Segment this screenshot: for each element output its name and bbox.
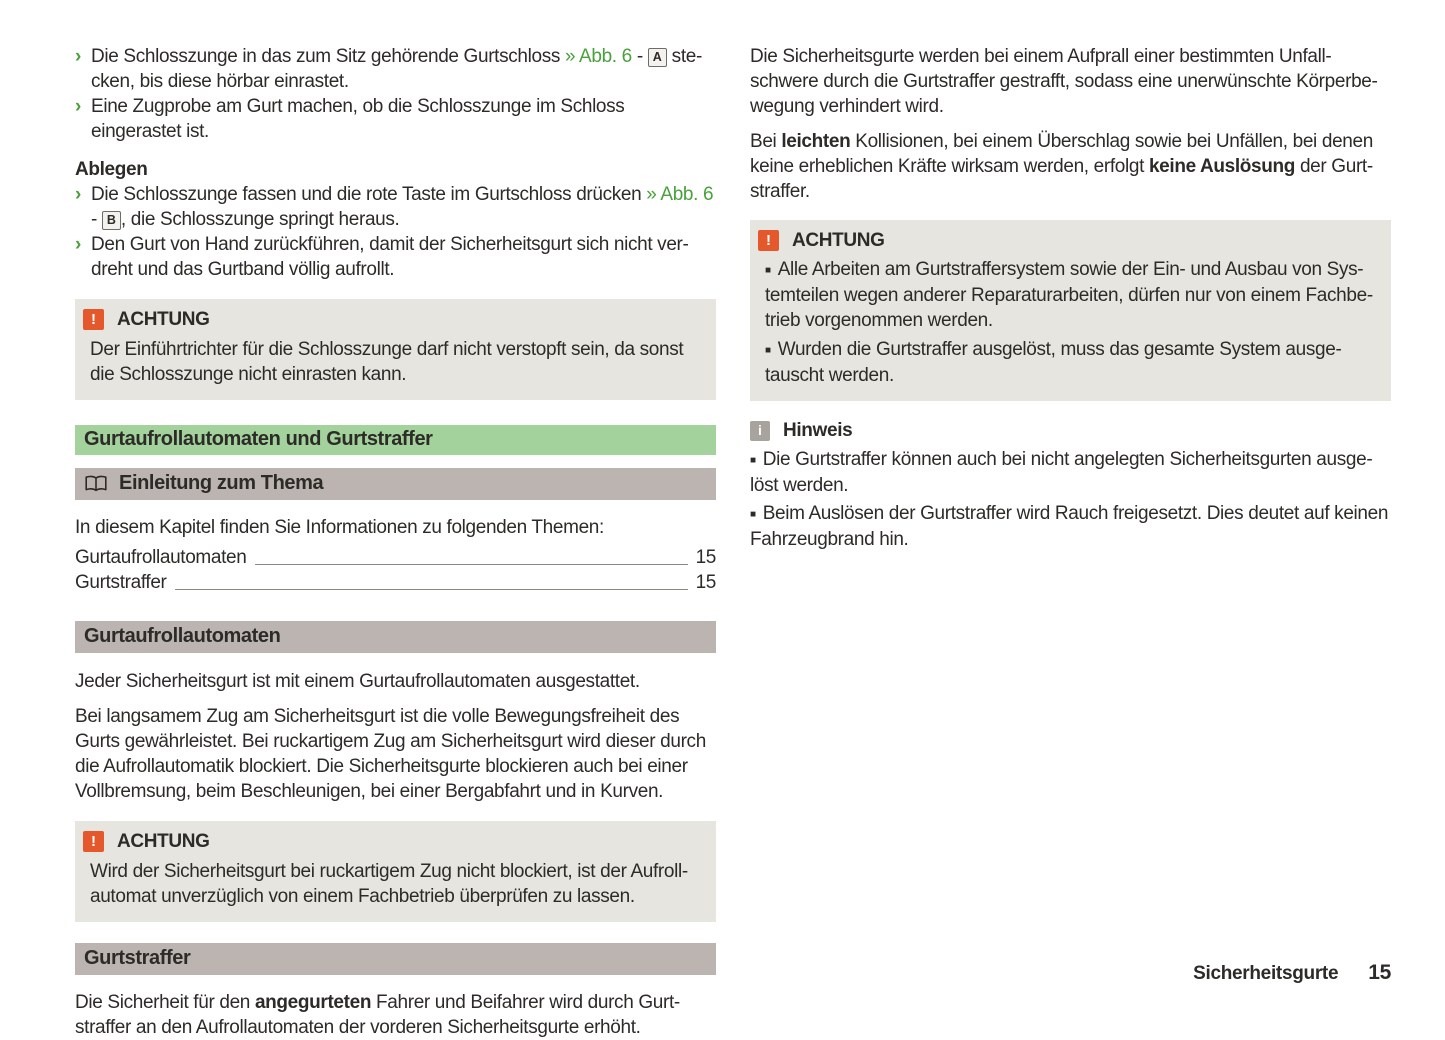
bullet-item: Die Schlosszunge fassen und die rote Tas… [75,182,716,232]
section-header-bar: Gurtaufrollautomaten und Gurtstraffer [75,425,716,455]
warning-icon [758,230,779,251]
subheading-ablegen: Ablegen [75,159,148,180]
warning-list-item: Alle Arbeiten am Gurtstraffersystem sowi… [765,257,1381,333]
warning-title-row: ACHTUNG [83,829,706,854]
figure-reference-link[interactable]: » Abb. 6 [564,46,632,67]
warning-title: ACHTUNG [117,831,210,852]
note-list-item: Die Gurtstraffer können auch bei nicht a… [750,447,1391,498]
paragraph: Jeder Sicherheitsgurt ist mit einem Gurt… [75,671,640,692]
square-bullet-icon [750,501,756,527]
toc-leader-line [254,564,688,565]
square-bullet-icon [765,337,771,363]
warning-box: ACHTUNG Wird der Sicherheitsgurt bei ruc… [75,821,716,922]
warning-text: Wird der Sicherheitsgurt bei ruckartigem… [90,861,689,907]
chevron-bullet-icon [75,182,81,207]
intro-header-title: Einleitung zum Thema [119,472,324,494]
footer-page-number: 15 [1368,961,1391,984]
warning-text: Der Einführtrichter für die Schlosszunge… [90,339,684,385]
info-icon [750,420,770,441]
note-section: Hinweis Die Gurtstraffer können auch bei… [750,418,1391,552]
warning-title: ACHTUNG [117,309,210,330]
bullet-item: Die Schlosszunge in das zum Sitz gehören… [75,44,716,94]
toc-item[interactable]: Gurtaufrollautomaten 15 [75,545,716,570]
toc-page-number[interactable]: 15 [695,572,717,593]
warning-box: ACHTUNG Der Einführtrichter für die Schl… [75,299,716,400]
warning-title-row: ACHTUNG [83,307,706,332]
warning-box: ACHTUNG Alle Arbeiten am Gurtstraffersys… [750,220,1391,401]
bullet-text: , die Schlosszunge springt heraus. [120,209,400,230]
bullet-text: Die Schlosszunge fassen und die rote Tas… [91,184,647,205]
left-column: Die Schlosszunge in das zum Sitz gehören… [75,44,716,1040]
paragraph-bold-text: angegurteten [254,992,372,1013]
bullet-item: Den Gurt von Hand zurückführen, damit de… [75,232,716,282]
paragraph-text: der Gurt­straffer. [750,156,1374,202]
key-badge: A [647,48,667,67]
section-header-title: Gurtaufrollautomaten und Gurtstraffer [84,428,433,450]
sub-header-bar: Gurtaufrollautomaten [75,621,716,653]
paragraph: Die Sicherheit für den angegurteten Fahr… [75,990,716,1040]
paragraph-bold-text: keine Auslösung [1148,156,1296,177]
paragraph: Die Sicherheitsgurte werden bei einem Au… [750,46,1378,117]
note-title: Hinweis [783,420,853,441]
warning-icon [83,309,104,330]
warning-text: Wurden die Gurtstraffer ausgelöst, muss … [765,339,1342,386]
bullet-item: Eine Zugprobe am Gurt machen, ob die Sch… [75,94,716,144]
warning-title: ACHTUNG [792,230,885,251]
bullet-text: Die Schlosszunge in das zum Sitz gehören… [91,46,565,67]
intro-header-bar: Einleitung zum Thema [75,468,716,500]
bullet-text: - [631,46,648,67]
bullet-text: ste­cken, bis diese hörbar einrastet. [91,46,703,92]
bullet-text: Eine Zugprobe am Gurt machen, ob die Sch… [91,96,625,142]
note-title-row: Hinweis [750,418,1391,443]
toc-list: Gurtaufrollautomaten 15 Gurtstraffer 15 [75,545,716,595]
square-bullet-icon [750,447,756,473]
chevron-bullet-icon [75,44,81,69]
paragraph: Bei leichten Kollisionen, bei einem Über… [750,129,1391,204]
paragraph-text: Bei [750,131,782,152]
chevron-bullet-icon [75,94,81,119]
paragraph: Bei langsamem Zug am Sicherheitsgurt ist… [75,706,706,802]
note-list-item: Beim Auslösen der Gurtstraffer wird Rauc… [750,501,1391,552]
warning-list-item: Wurden die Gurtstraffer ausgelöst, muss … [765,337,1381,388]
toc-leader-line [174,589,688,590]
page-footer: Sicherheitsgurte 15 [1193,960,1391,986]
square-bullet-icon [765,257,771,283]
toc-label[interactable]: Gurtstraffer [75,572,167,593]
bullet-text: Den Gurt von Hand zurückführen, damit de… [91,234,689,280]
figure-reference-link[interactable]: » Abb. 6 [646,184,714,205]
paragraph-text: Die Sicherheit für den [75,992,255,1013]
paragraph-bold-text: leichten [781,131,851,152]
warning-title-row: ACHTUNG [758,228,1381,253]
paragraph-text: Kollisionen, bei einem Überschlag sowie … [750,131,1373,177]
warning-icon [83,831,104,852]
warning-text: Alle Arbeiten am Gurtstraffersystem sowi… [765,259,1374,331]
note-text: Die Gurtstraffer können auch bei nicht a… [750,449,1373,496]
intro-text: In diesem Kapitel finden Sie Information… [75,517,604,538]
note-text: Beim Auslösen der Gurtstraffer wird Rauc… [750,503,1389,550]
toc-item[interactable]: Gurtstraffer 15 [75,570,716,595]
right-column: Die Sicherheitsgurte werden bei einem Au… [750,44,1391,1040]
footer-section-label: Sicherheitsgurte [1193,963,1339,984]
toc-label[interactable]: Gurtaufrollautomaten [75,547,247,568]
open-book-icon [84,475,108,492]
sub-header-title: Gurtaufrollautomaten [84,625,281,647]
key-badge: B [101,211,121,230]
bullet-text: - [91,209,102,230]
note-list: Die Gurtstraffer können auch bei nicht a… [750,447,1391,552]
sub-header-title: Gurtstraffer [84,947,191,969]
chevron-bullet-icon [75,232,81,257]
toc-page-number[interactable]: 15 [695,547,717,568]
sub-header-bar: Gurtstraffer [75,943,716,975]
